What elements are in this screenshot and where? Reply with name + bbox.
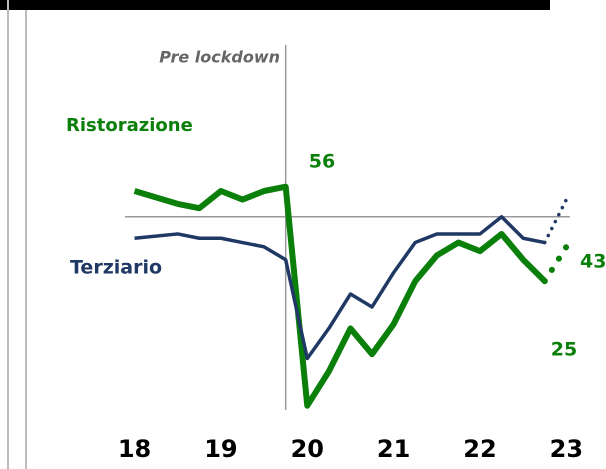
- series-line: [134, 215, 546, 361]
- annotation: 43: [580, 251, 606, 273]
- projection-line: [543, 197, 569, 245]
- x-tick-label: 21: [377, 435, 410, 463]
- event-label: Pre lockdown: [159, 48, 280, 67]
- header-bar: [0, 0, 550, 10]
- x-tick-label: 22: [463, 435, 496, 463]
- legend-label: Terziario: [70, 257, 162, 279]
- x-tick-label: 19: [204, 435, 237, 463]
- projection-line: [541, 243, 570, 285]
- legend-label: Ristorazione: [66, 115, 193, 136]
- x-tick-label: 23: [550, 435, 583, 463]
- x-tick-label: 20: [291, 435, 324, 463]
- annotation: 56: [309, 151, 335, 173]
- series-line: [133, 183, 547, 409]
- x-tick-label: 18: [118, 435, 151, 463]
- annotation: 25: [551, 339, 577, 361]
